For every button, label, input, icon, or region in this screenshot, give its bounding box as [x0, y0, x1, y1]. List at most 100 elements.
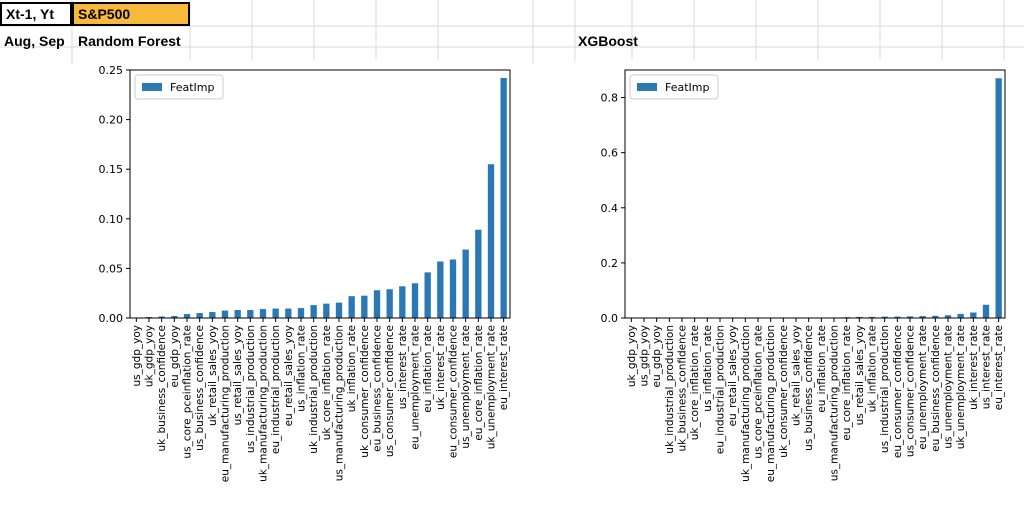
- cell-months[interactable]: Aug, Sep: [4, 33, 65, 49]
- xgb-bar[interactable]: [919, 316, 926, 318]
- xgb-x-tick-label: uk_inflation_rate: [867, 325, 879, 412]
- rf-x-tick-label: eu_interest_rate: [498, 325, 510, 410]
- cell-random-forest-label[interactable]: Random Forest: [78, 33, 181, 49]
- rf-y-tick-label: 0.15: [99, 163, 124, 176]
- xgb-y-tick-label: 0.8: [601, 92, 619, 105]
- rf-x-tick-label: uk_inflation_rate: [346, 325, 358, 412]
- legend-box: [629, 74, 719, 100]
- cell-index-name[interactable]: S&P500: [72, 2, 190, 26]
- rf-bar[interactable]: [487, 164, 495, 318]
- xgb-x-tick-label: us_business_confidence: [803, 325, 815, 451]
- rf-bar[interactable]: [297, 308, 305, 318]
- rf-bar[interactable]: [247, 310, 254, 318]
- legend-label: FeatImp: [170, 81, 215, 94]
- rf-bar[interactable]: [411, 283, 419, 318]
- xgb-bar[interactable]: [881, 316, 888, 318]
- rf-bar[interactable]: [475, 229, 482, 318]
- rf-y-tick-label: 0.20: [99, 114, 124, 127]
- rf-y-tick-label: 0.05: [99, 262, 124, 275]
- rf-bar[interactable]: [361, 295, 368, 318]
- rf-bar[interactable]: [424, 272, 431, 318]
- xgb-legend: FeatImp: [629, 74, 719, 100]
- chart-background: [575, 60, 1015, 515]
- rf-bar[interactable]: [310, 305, 317, 318]
- xgb-bar[interactable]: [982, 304, 990, 318]
- xgb-x-tick-label: uk_business_confidence: [677, 325, 689, 451]
- rf-x-tick-label: uk_retail_sales_yoy: [207, 325, 219, 426]
- rf-bar[interactable]: [158, 316, 165, 318]
- rf-x-tick-label: uk_interest_rate: [435, 325, 447, 410]
- rf-legend: FeatImp: [134, 74, 224, 100]
- xgb-y-tick-label: 0.2: [601, 257, 619, 270]
- rf-bar[interactable]: [449, 259, 457, 318]
- rf-x-tick-label: eu_consumer_confidence: [448, 325, 460, 458]
- rf-x-tick-label: eu_inflation_rate: [422, 325, 434, 413]
- rf-x-tick-label: us_manufacturing_production: [334, 325, 346, 481]
- rf-x-tick-label: uk_manufacturing_production: [258, 325, 270, 482]
- rf-x-tick-label: us_core_pceinflation_rate: [182, 325, 194, 459]
- rf-bar[interactable]: [386, 289, 393, 318]
- legend-box: [134, 74, 224, 100]
- rf-bar[interactable]: [234, 310, 241, 318]
- xgb-bar[interactable]: [868, 316, 876, 318]
- random-forest-chart[interactable]: us_gdp_yoy uk_gdp_yoy uk_business_confiden…: [80, 60, 520, 515]
- xgb-bar[interactable]: [894, 316, 901, 318]
- rf-x-tick-label: us_unemployment_rate: [460, 325, 472, 449]
- xgb-x-tick-label: eu_gdp_yoy: [651, 325, 663, 387]
- xgb-bar[interactable]: [957, 313, 964, 318]
- rf-x-tick-label: uk_core_inflation_rate: [321, 325, 333, 440]
- rf-bar[interactable]: [373, 290, 381, 318]
- rf-x-tick-label: eu_unemployment_rate: [410, 325, 422, 450]
- rf-bar[interactable]: [462, 249, 469, 318]
- xgb-x-tick-label: us_industrial_production: [879, 325, 891, 453]
- xgb-x-tick-label: eu_core_inflation_rate: [841, 325, 853, 441]
- rf-bar[interactable]: [272, 308, 279, 318]
- rf-x-tick-label: eu_core_inflation_rate: [473, 325, 485, 441]
- xgb-y-tick-label: 0.4: [601, 202, 619, 215]
- xgb-x-tick-label: eu_inflation_rate: [816, 325, 828, 413]
- rf-bar[interactable]: [171, 316, 178, 318]
- rf-bar[interactable]: [335, 302, 343, 318]
- rf-x-tick-label: uk_consumer_confidence: [359, 325, 371, 458]
- xgb-x-tick-label: us_inflation_rate: [702, 325, 714, 412]
- xgb-x-tick-label: uk_consumer_confidence: [778, 325, 790, 458]
- rf-bar[interactable]: [500, 77, 507, 318]
- xgb-x-tick-label: uk_gdp_yoy: [626, 325, 638, 387]
- xgb-bar[interactable]: [995, 78, 1002, 318]
- rf-bar[interactable]: [209, 312, 216, 318]
- rf-plot-frame: [129, 69, 511, 319]
- rf-x-tick-label: eu_manufacturing_production: [220, 325, 232, 482]
- rf-bar[interactable]: [348, 296, 355, 318]
- xgb-x-tick-label: us_manufacturing_production: [829, 325, 841, 481]
- rf-bar[interactable]: [323, 303, 330, 318]
- xgb-bar[interactable]: [932, 315, 939, 318]
- rf-y-tick-label: 0.10: [99, 213, 124, 226]
- rf-x-tick-label: uk_unemployment_rate: [486, 325, 498, 449]
- rf-x-tick-label: us_inflation_rate: [296, 325, 308, 412]
- rf-bar[interactable]: [221, 310, 229, 318]
- xgb-bar[interactable]: [906, 316, 914, 318]
- xgb-plot-frame: [624, 69, 1006, 319]
- cell-timeframe[interactable]: Xt-1, Yt: [0, 2, 72, 26]
- xgb-x-tick-label: eu_retail_sales_yoy: [727, 325, 739, 426]
- xgb-x-tick-label: us_unemployment_rate: [943, 325, 955, 449]
- rf-x-tick-label: eu_gdp_yoy: [169, 325, 181, 387]
- xgb-x-tick-label: uk_unemployment_rate: [955, 325, 967, 449]
- rf-bar[interactable]: [183, 314, 191, 318]
- xgb-x-tick-label: us_interest_rate: [981, 325, 993, 409]
- rf-bar[interactable]: [196, 313, 203, 318]
- rf-bar[interactable]: [259, 309, 267, 318]
- xgb-bar[interactable]: [944, 315, 952, 318]
- rf-bar[interactable]: [437, 261, 444, 318]
- rf-x-tick-label: us_gdp_yoy: [131, 325, 143, 386]
- rf-bar[interactable]: [399, 286, 406, 318]
- cell-xgboost-label[interactable]: XGBoost: [578, 33, 638, 49]
- rf-x-tick-label: eu_retail_sales_yoy: [283, 325, 295, 426]
- xgboost-chart[interactable]: uk_gdp_yoy us_gdp_yoy eu_gdp_yoy uk_industr…: [575, 60, 1015, 515]
- rf-bar[interactable]: [285, 308, 292, 318]
- xgb-x-tick-label: us_gdp_yoy: [639, 325, 651, 386]
- rf-x-tick-label: eu_industrial_production: [270, 325, 282, 454]
- xgb-bar[interactable]: [856, 316, 863, 318]
- xgb-x-tick-label: eu_consumer_confidence: [892, 325, 904, 458]
- xgb-bar[interactable]: [970, 312, 977, 318]
